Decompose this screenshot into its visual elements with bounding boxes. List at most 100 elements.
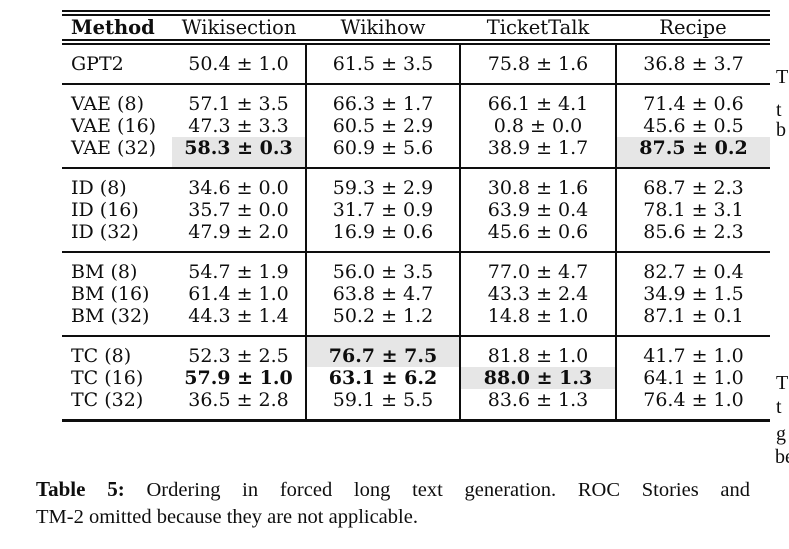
table-row: TC (16) 57.9 ± 1.0 63.1 ± 6.2 88.0 ± 1.3… <box>62 367 770 389</box>
value-cell: 66.1 ± 4.1 <box>459 84 616 115</box>
value-cell: 87.1 ± 0.1 <box>615 305 770 336</box>
value-cell: 0.8 ± 0.0 <box>459 115 616 137</box>
margin-text-fragment: T <box>776 372 789 394</box>
value-cell: 64.1 ± 1.0 <box>615 367 770 389</box>
value-cell: 61.5 ± 3.5 <box>305 42 460 84</box>
table-header: Method Wikisection Wikihow TicketTalk Re… <box>62 13 770 45</box>
value-cell: 59.1 ± 5.5 <box>305 389 460 421</box>
column-header-recipe: Recipe <box>616 13 770 45</box>
value-cell: 77.0 ± 4.7 <box>459 252 616 283</box>
margin-text-fragment: g <box>776 423 786 445</box>
value-cell: 63.1 ± 6.2 <box>305 367 460 389</box>
value-cell: 44.3 ± 1.4 <box>188 305 289 327</box>
value-cell: 59.3 ± 2.9 <box>305 168 460 199</box>
value-cell: 63.8 ± 4.7 <box>305 283 460 305</box>
table-row: VAE (32) 58.3 ± 0.3 60.9 ± 5.6 38.9 ± 1.… <box>62 137 770 168</box>
value-cell: 81.8 ± 1.0 <box>459 336 616 367</box>
table-row: GPT2 50.4 ± 1.0 61.5 ± 3.5 75.8 ± 1.6 36… <box>62 42 770 84</box>
margin-text-fragment: b <box>776 119 786 141</box>
value-cell: 45.6 ± 0.6 <box>459 221 616 252</box>
margin-text-fragment: be <box>775 446 789 468</box>
value-cell: 87.5 ± 0.2 <box>615 137 770 168</box>
row-label: BM (8) <box>71 261 138 283</box>
results-table: Method Wikisection Wikihow TicketTalk Re… <box>62 10 770 422</box>
table-row: BM (32) 44.3 ± 1.4 50.2 ± 1.2 14.8 ± 1.0… <box>62 305 770 336</box>
value-cell: 85.6 ± 2.3 <box>615 221 770 252</box>
caption-text: Ordering in forced long text generation.… <box>146 479 750 501</box>
value-cell: 60.5 ± 2.9 <box>305 115 460 137</box>
value-cell: 57.1 ± 3.5 <box>188 93 289 115</box>
value-cell: 54.7 ± 1.9 <box>188 261 289 283</box>
table-caption: Table 5: Ordering in forced long text ge… <box>36 476 750 531</box>
row-label: TC (8) <box>71 345 132 367</box>
caption-line-1: Table 5: Ordering in forced long text ge… <box>36 476 750 504</box>
value-cell: 35.7 ± 0.0 <box>188 199 289 221</box>
table-row: ID (8) 34.6 ± 0.0 59.3 ± 2.9 30.8 ± 1.6 … <box>62 168 770 199</box>
value-cell: 45.6 ± 0.5 <box>615 115 770 137</box>
value-cell: 57.9 ± 1.0 <box>184 367 293 389</box>
value-cell: 83.6 ± 1.3 <box>459 389 616 421</box>
value-cell: 36.8 ± 3.7 <box>615 42 770 84</box>
row-label: ID (32) <box>71 221 139 243</box>
row-label: BM (32) <box>71 305 150 327</box>
row-label: VAE (32) <box>71 137 157 159</box>
value-cell: 58.3 ± 0.3 <box>172 137 306 168</box>
group-id: ID (8) 34.6 ± 0.0 59.3 ± 2.9 30.8 ± 1.6 … <box>62 168 770 252</box>
value-cell: 78.1 ± 3.1 <box>615 199 770 221</box>
value-cell: 50.4 ± 1.0 <box>188 53 289 75</box>
table-row: BM (8) 54.7 ± 1.9 56.0 ± 3.5 77.0 ± 4.7 … <box>62 252 770 283</box>
margin-text-fragment: T <box>776 66 789 88</box>
value-cell: 63.9 ± 0.4 <box>459 199 616 221</box>
table-row: ID (16) 35.7 ± 0.0 31.7 ± 0.9 63.9 ± 0.4… <box>62 199 770 221</box>
value-cell: 30.8 ± 1.6 <box>459 168 616 199</box>
value-cell: 75.8 ± 1.6 <box>459 42 616 84</box>
value-cell: 34.9 ± 1.5 <box>615 283 770 305</box>
table-row: ID (32) 47.9 ± 2.0 16.9 ± 0.6 45.6 ± 0.6… <box>62 221 770 252</box>
value-cell: 38.9 ± 1.7 <box>459 137 616 168</box>
column-header-method: Method <box>62 13 172 45</box>
value-cell: 14.8 ± 1.0 <box>459 305 616 336</box>
value-cell: 76.7 ± 7.5 <box>305 336 460 367</box>
value-cell: 88.0 ± 1.3 <box>459 367 616 389</box>
caption-line-2: TM-2 omitted because they are not applic… <box>36 506 418 528</box>
column-header-wikisection: Wikisection <box>172 13 306 45</box>
header-row: Method Wikisection Wikihow TicketTalk Re… <box>62 13 770 45</box>
column-header-tickettalk: TicketTalk <box>460 13 616 45</box>
value-cell: 31.7 ± 0.9 <box>305 199 460 221</box>
table-row: VAE (16) 47.3 ± 3.3 60.5 ± 2.9 0.8 ± 0.0… <box>62 115 770 137</box>
group-bm: BM (8) 54.7 ± 1.9 56.0 ± 3.5 77.0 ± 4.7 … <box>62 252 770 336</box>
table-row: TC (32) 36.5 ± 2.8 59.1 ± 5.5 83.6 ± 1.3… <box>62 389 770 421</box>
value-cell: 47.9 ± 2.0 <box>188 221 289 243</box>
row-label: ID (16) <box>71 199 139 221</box>
value-cell: 66.3 ± 1.7 <box>305 84 460 115</box>
value-cell: 52.3 ± 2.5 <box>188 345 289 367</box>
value-cell: 36.5 ± 2.8 <box>188 389 289 411</box>
value-cell: 71.4 ± 0.6 <box>615 84 770 115</box>
margin-text-fragment: t <box>776 396 782 418</box>
row-label: VAE (16) <box>71 115 157 137</box>
value-cell: 16.9 ± 0.6 <box>305 221 460 252</box>
row-label: GPT2 <box>71 53 124 75</box>
column-header-wikihow: Wikihow <box>306 13 460 45</box>
value-cell: 68.7 ± 2.3 <box>615 168 770 199</box>
row-label: VAE (8) <box>71 93 144 115</box>
value-cell: 76.4 ± 1.0 <box>615 389 770 421</box>
table-row: BM (16) 61.4 ± 1.0 63.8 ± 4.7 43.3 ± 2.4… <box>62 283 770 305</box>
value-cell: 41.7 ± 1.0 <box>615 336 770 367</box>
value-cell: 60.9 ± 5.6 <box>305 137 460 168</box>
table-row: TC (8) 52.3 ± 2.5 76.7 ± 7.5 81.8 ± 1.0 … <box>62 336 770 367</box>
value-cell: 43.3 ± 2.4 <box>459 283 616 305</box>
row-label: BM (16) <box>71 283 150 305</box>
group-vae: VAE (8) 57.1 ± 3.5 66.3 ± 1.7 66.1 ± 4.1… <box>62 84 770 168</box>
margin-text-fragment: t <box>776 99 782 121</box>
row-label: TC (16) <box>71 367 144 389</box>
value-cell: 47.3 ± 3.3 <box>188 115 289 137</box>
group-tc: TC (8) 52.3 ± 2.5 76.7 ± 7.5 81.8 ± 1.0 … <box>62 336 770 421</box>
value-cell: 34.6 ± 0.0 <box>188 177 289 199</box>
row-label: TC (32) <box>71 389 144 411</box>
value-cell: 56.0 ± 3.5 <box>305 252 460 283</box>
row-label: ID (8) <box>71 177 127 199</box>
value-cell: 82.7 ± 0.4 <box>615 252 770 283</box>
table-row: VAE (8) 57.1 ± 3.5 66.3 ± 1.7 66.1 ± 4.1… <box>62 84 770 115</box>
